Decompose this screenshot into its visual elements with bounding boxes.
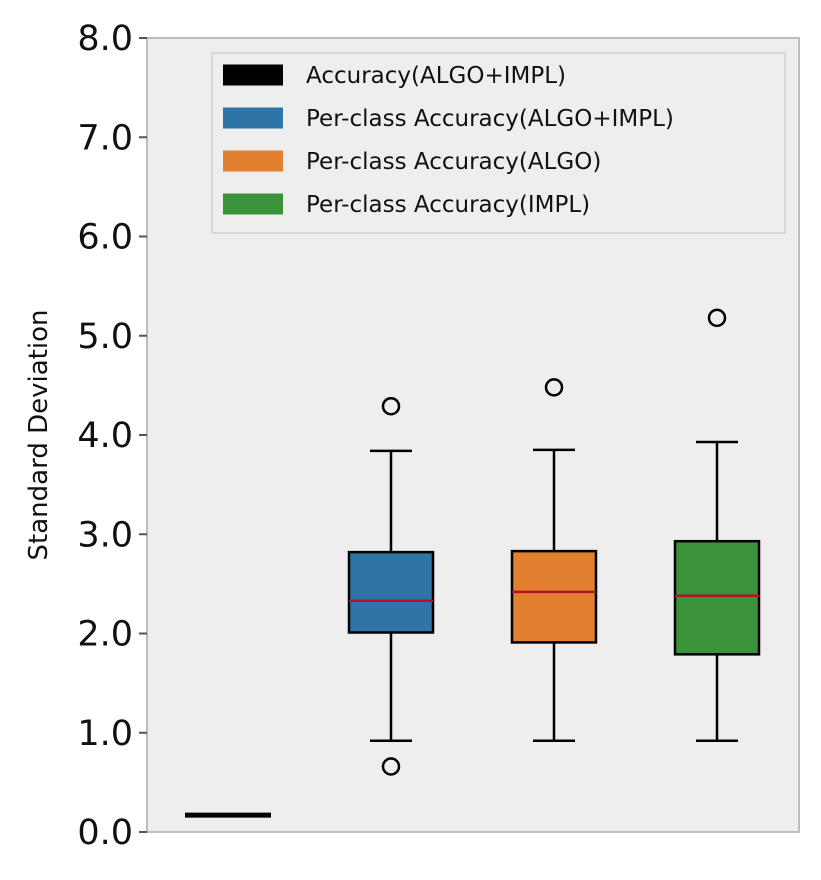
outlier-point (381, 757, 401, 776)
y-tick-label: 4.0 (77, 416, 133, 456)
y-tick-label: 6.0 (77, 218, 133, 258)
y-tick-label: 7.0 (77, 118, 133, 158)
legend: Accuracy(ALGO+IMPL) Per-class Accuracy(AL… (211, 52, 786, 234)
box-group (347, 396, 435, 776)
y-tick-label: 8.0 (77, 19, 133, 59)
box-group (510, 378, 598, 742)
data-marks (185, 308, 761, 818)
legend-swatch (223, 193, 283, 215)
legend-box (211, 52, 786, 234)
box-iqr (510, 549, 598, 644)
outlier-point (707, 308, 727, 328)
outlier-point (381, 396, 401, 416)
legend-label: Per-class Accuracy(ALGO) (306, 149, 601, 175)
legend-swatch (223, 150, 283, 172)
legend-label: Per-class Accuracy(ALGO+IMPL) (306, 106, 674, 132)
y-tick-label: 5.0 (77, 317, 133, 357)
box-group (673, 308, 761, 742)
y-tick-label: 1.0 (77, 714, 133, 754)
y-tick-label: 2.0 (77, 615, 133, 655)
legend-label: Per-class Accuracy(IMPL) (306, 192, 590, 218)
box-iqr (347, 550, 435, 634)
legend-label: Accuracy(ALGO+IMPL) (306, 63, 566, 89)
y-axis-label: Standard Deviation (24, 310, 54, 561)
box-iqr (673, 539, 761, 656)
legend-swatch (223, 64, 283, 86)
y-tick-label: 3.0 (77, 515, 133, 555)
legend-swatch (223, 107, 283, 129)
outlier-point (544, 378, 564, 397)
legend-items: Accuracy(ALGO+IMPL) Per-class Accuracy(AL… (223, 63, 674, 218)
y-tick-label: 0.0 (77, 813, 133, 853)
y-axis-ticks: 0.0 1.0 2.0 3.0 4.0 5.0 6.0 7.0 8.0 (77, 19, 147, 853)
